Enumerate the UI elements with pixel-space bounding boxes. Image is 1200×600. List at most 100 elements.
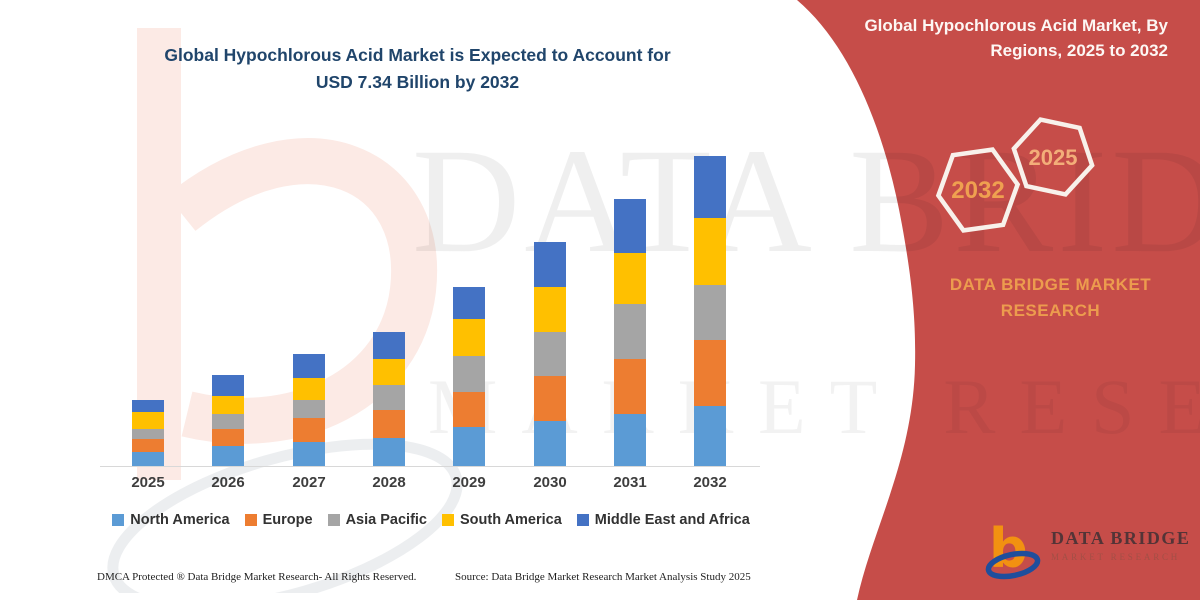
bar-segment-2032-europe [694,340,726,406]
bar-segment-2027-europe [293,418,325,442]
bar-segment-2029-europe [453,392,485,427]
bar-segment-2030-middle-east-and-africa [534,242,566,287]
bar-segment-2031-south-america [614,253,646,304]
bar-segment-2029-south-america [453,319,485,356]
footer-source-text: Source: Data Bridge Market Research Mark… [455,571,751,583]
bar-segment-2026-middle-east-and-africa [212,375,244,396]
bar-segment-2025-south-america [132,412,164,429]
bar-segment-2025-europe [132,439,164,452]
bar-segment-2026-asia-pacific [212,414,244,429]
chart-title-line2: USD 7.34 Billion by 2032 [315,72,520,93]
red-panel-shape [797,0,1200,600]
plot-area [100,138,760,467]
bar-2027 [293,354,325,466]
bar-segment-2031-middle-east-and-africa [614,199,646,253]
chart-title-line1: Global Hypochlorous Acid Market is Expec… [164,45,671,65]
x-axis-label-2027: 2027 [292,474,326,491]
bar-segment-2025-middle-east-and-africa [132,400,164,412]
bar-segment-2031-north-america [614,414,646,466]
x-axis-label-2025: 2025 [131,474,165,491]
logo-swoosh [985,550,1041,580]
legend-item-north-america: North America [112,512,230,528]
data-bridge-logo-icon: b [985,520,1041,580]
logo-b-glyph: b [989,520,1028,580]
bar-segment-2026-south-america [212,396,244,414]
panel-brand-text: DATA BRIDGE MARKET RESEARCH [949,275,1152,321]
hexagon-badges: 2032 2025 [935,117,1095,233]
bar-segment-2028-south-america [373,359,405,385]
legend-swatch [327,514,340,526]
x-axis-label-2029: 2029 [452,474,486,491]
data-bridge-logo: b DATA BRIDGE MARKET RESEARCH [985,520,1190,580]
x-axis-label-2031: 2031 [613,474,647,491]
legend-label: Europe [262,512,313,528]
legend-label: South America [460,512,562,528]
legend-label: Middle East and Africa [594,512,750,528]
watermark-swoosh [107,438,463,593]
hexagon-2025 [1011,117,1095,197]
bar-2028 [373,332,405,466]
bar-segment-2030-north-america [534,421,566,466]
bar-2029 [453,287,485,466]
logo-text-block: DATA BRIDGE MARKET RESEARCH [1051,520,1190,580]
bar-segment-2026-europe [212,429,244,446]
bar-segment-2028-asia-pacific [373,385,405,410]
bar-2032 [694,156,726,466]
bar-segment-2032-north-america [694,406,726,466]
legend-swatch [442,514,454,526]
bar-segment-2026-north-america [212,446,244,466]
x-axis-labels: 2025 2026 2027 2028 2029 2030 2031 2032 [100,474,760,494]
bar-segment-2029-asia-pacific [453,356,485,392]
watermark-b-bowl [166,138,438,444]
x-axis-label-2030: 2030 [533,474,567,491]
bar-segment-2028-north-america [373,438,405,466]
legend-item-europe: Europe [244,512,313,528]
bar-segment-2025-asia-pacific [132,429,164,439]
legend-item-asia-pacific: Asia Pacific [327,512,427,528]
hexagon-2032 [935,147,1021,233]
bar-segment-2027-north-america [293,442,325,466]
bar-segment-2030-south-america [534,287,566,332]
bar-segment-2030-asia-pacific [534,332,566,376]
legend-item-south-america: South America [442,512,562,528]
hexagon-2025-outline [1011,117,1095,197]
bar-segment-2031-europe [614,359,646,414]
legend-item-middle-east-and-africa: Middle East and Africa [576,512,750,528]
panel-heading: Global Hypochlorous Acid Market, By Regi… [864,16,1168,60]
legend-label: Asia Pacific [345,512,427,528]
bar-segment-2029-middle-east-and-africa [453,287,485,319]
hexagon-2032-outline [935,147,1021,233]
bar-2026 [212,375,244,466]
legend-swatch [112,514,125,526]
x-axis-label-2026: 2026 [211,474,245,491]
bar-segment-2027-south-america [293,378,325,400]
bar-segment-2028-middle-east-and-africa [373,332,405,359]
bar-segment-2032-middle-east-and-africa [694,156,726,218]
bar-segment-2027-asia-pacific [293,400,325,418]
x-axis-label-2028: 2028 [372,474,406,491]
bar-segment-2030-europe [534,376,566,421]
legend-label: North America [130,512,230,528]
logo-name: DATA BRIDGE [1051,528,1191,548]
bar-2031 [614,199,646,466]
bar-2025 [132,400,164,466]
bar-segment-2027-middle-east-and-africa [293,354,325,378]
bar-segment-2032-south-america [694,218,726,285]
hexagon-2032-label: 2032 [951,177,1004,204]
bar-segment-2031-asia-pacific [614,304,646,359]
chart-legend: North America Europe Asia Pacific South Ame… [100,512,762,528]
bar-2030 [534,242,566,466]
legend-swatch [244,514,257,526]
legend-swatch [576,514,589,526]
x-axis-label-2032: 2032 [693,474,727,491]
logo-subtitle: MARKET RESEARCH [1051,552,1181,562]
hexagon-2025-label: 2025 [1029,145,1078,170]
footer-dmca-text: DMCA Protected ® Data Bridge Market Rese… [97,571,417,583]
chart-title: Global Hypochlorous Acid Market is Expec… [105,42,730,96]
bar-segment-2029-north-america [453,427,485,466]
bar-segment-2032-asia-pacific [694,285,726,340]
bar-segment-2025-north-america [132,452,164,466]
bar-segment-2028-europe [373,410,405,438]
